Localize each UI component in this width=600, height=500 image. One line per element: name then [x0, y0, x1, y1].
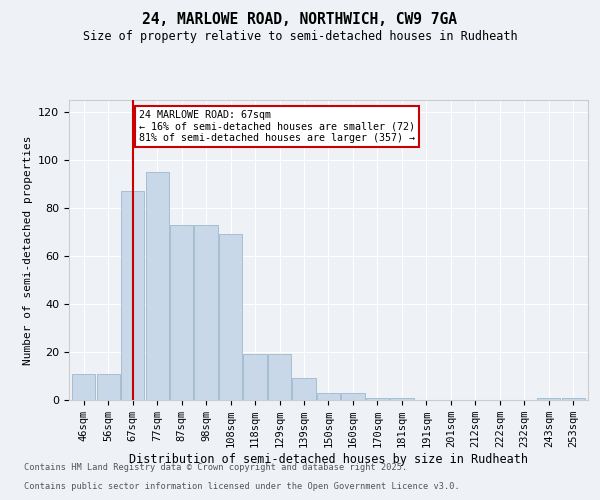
Bar — [391, 398, 413, 400]
Text: 24 MARLOWE ROAD: 67sqm
← 16% of semi-detached houses are smaller (72)
81% of sem: 24 MARLOWE ROAD: 67sqm ← 16% of semi-det… — [139, 110, 415, 143]
Bar — [537, 398, 560, 400]
Bar — [219, 234, 242, 400]
Bar — [268, 354, 291, 400]
Bar — [97, 374, 120, 400]
Text: Contains HM Land Registry data © Crown copyright and database right 2025.: Contains HM Land Registry data © Crown c… — [24, 464, 407, 472]
Bar — [317, 393, 340, 400]
Bar — [341, 393, 365, 400]
Bar — [244, 354, 266, 400]
Text: Contains public sector information licensed under the Open Government Licence v3: Contains public sector information licen… — [24, 482, 460, 491]
Bar — [562, 398, 585, 400]
X-axis label: Distribution of semi-detached houses by size in Rudheath: Distribution of semi-detached houses by … — [129, 453, 528, 466]
Bar — [146, 172, 169, 400]
Bar — [194, 225, 218, 400]
Bar — [170, 225, 193, 400]
Bar — [292, 378, 316, 400]
Text: Size of property relative to semi-detached houses in Rudheath: Size of property relative to semi-detach… — [83, 30, 517, 43]
Bar — [121, 191, 144, 400]
Bar — [72, 374, 95, 400]
Y-axis label: Number of semi-detached properties: Number of semi-detached properties — [23, 135, 32, 365]
Text: 24, MARLOWE ROAD, NORTHWICH, CW9 7GA: 24, MARLOWE ROAD, NORTHWICH, CW9 7GA — [143, 12, 458, 28]
Bar — [366, 398, 389, 400]
